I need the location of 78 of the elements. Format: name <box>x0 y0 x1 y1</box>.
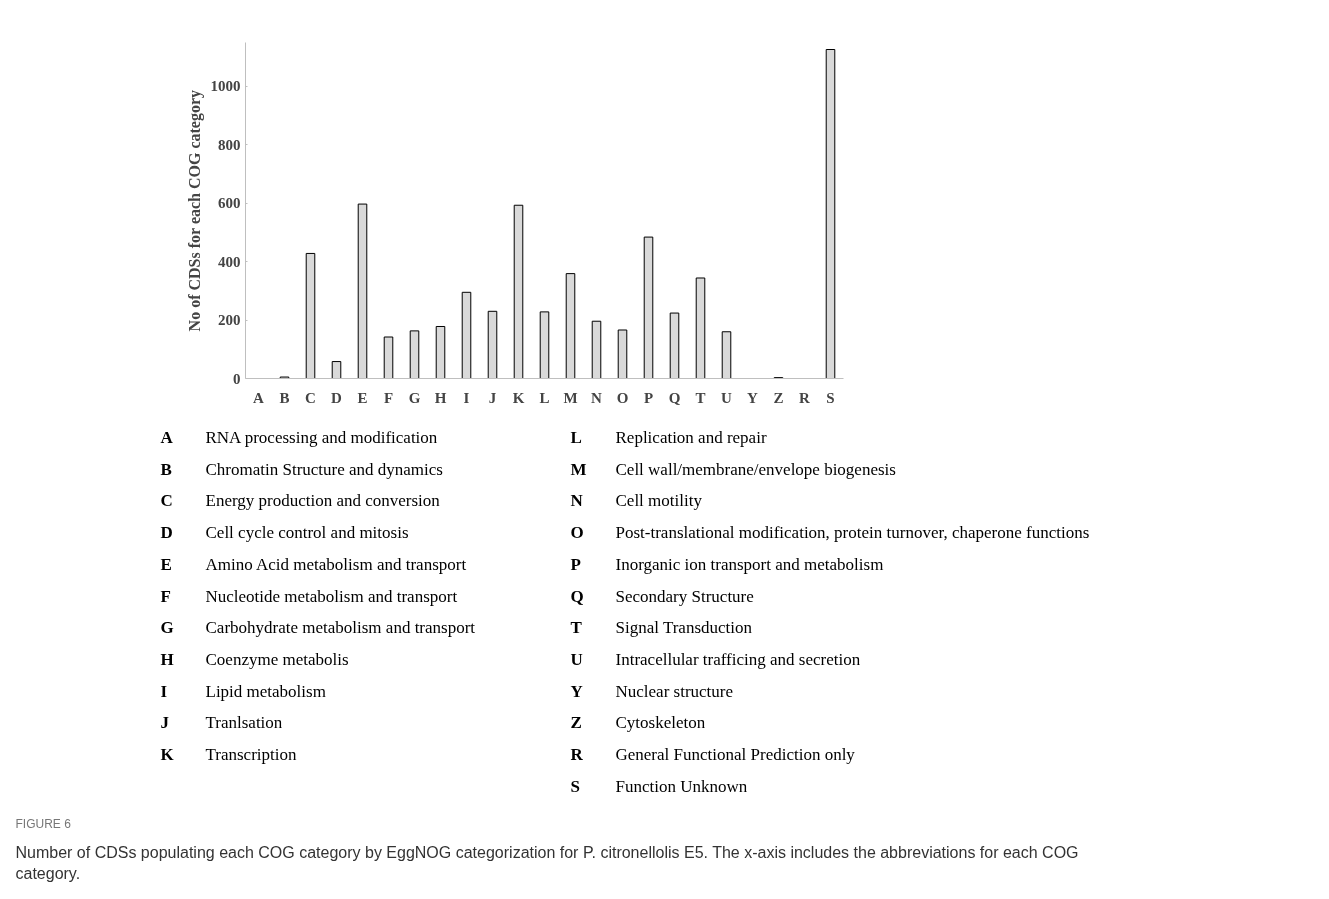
text: B <box>160 459 172 479</box>
text: Function Unknown <box>615 776 748 796</box>
x-tick-label: R <box>799 389 811 406</box>
text: Z <box>570 713 582 733</box>
text: K <box>160 745 175 764</box>
text: Amino Acid metabolism and transport <box>205 554 467 574</box>
text: Cell wall/membrane/envelope biogenesis <box>615 459 896 479</box>
text: RNA processing and modification <box>205 428 438 447</box>
x-tick-label: O <box>616 389 629 406</box>
text: J <box>160 713 170 733</box>
x-tick-label: C <box>305 389 316 406</box>
text: Y <box>570 681 583 701</box>
y-tick-label: 200 <box>218 312 241 329</box>
text: Tranlsation <box>205 713 283 733</box>
text: Q <box>570 586 584 606</box>
text: Transcription <box>205 745 297 764</box>
x-tick-label: T <box>695 389 706 406</box>
y-axis-title: No of CDSs for each COG category <box>185 89 204 332</box>
text: Energy production and conversion <box>205 491 441 511</box>
x-tick-label: M <box>563 389 578 406</box>
x-tick-label: Y <box>747 389 759 406</box>
text: N <box>570 491 584 511</box>
x-tick-label: S <box>826 389 835 406</box>
text: C <box>160 491 173 511</box>
x-tick-label: U <box>721 389 733 406</box>
text: Number of CDSs populating each COG category by EggNOG categorization for P. citronellolis E5. The x-axis includes the abbreviations for each COG category. <box>15 844 1079 882</box>
x-tick-label: K <box>512 389 525 406</box>
text: S <box>570 776 580 796</box>
y-tick-label: 0 <box>233 370 241 387</box>
text: A <box>160 428 174 447</box>
text: General Functional Prediction only <box>615 745 856 764</box>
text: Lipid metabolism <box>205 681 326 701</box>
text: Coenzyme metabolis <box>205 649 349 669</box>
y-tick-label: 1000 <box>210 78 241 95</box>
text: I <box>160 681 168 701</box>
text: Replication and repair <box>615 428 767 447</box>
x-tick-label: D <box>331 389 343 406</box>
x-tick-label: G <box>408 389 421 406</box>
x-tick-label: Q <box>668 389 681 406</box>
text: Cell cycle control and mitosis <box>205 523 409 543</box>
text: P <box>570 554 581 574</box>
text: Intracellular trafficing and secretion <box>615 649 861 669</box>
x-tick-label: J <box>488 389 497 406</box>
text: E <box>160 554 172 574</box>
text: Chromatin Structure and dynamics <box>205 459 443 479</box>
text: D <box>160 523 173 543</box>
text: Carbohydrate metabolism and transport <box>205 618 476 638</box>
x-tick-label: F <box>383 389 394 406</box>
text: Nucleotide metabolism and transport <box>205 586 458 606</box>
y-tick-label: 600 <box>218 195 241 212</box>
text: G <box>160 618 174 638</box>
x-tick-label: A <box>253 389 265 406</box>
text: F <box>160 586 171 606</box>
x-tick-label: P <box>643 389 654 406</box>
x-tick-label: I <box>463 389 470 406</box>
text: Cytoskeleton <box>615 713 706 733</box>
y-tick-label: 800 <box>218 136 241 153</box>
x-tick-label: E <box>357 389 368 406</box>
text: U <box>570 649 583 669</box>
x-tick-label: Z <box>773 389 784 406</box>
text: Nuclear structure <box>615 681 734 701</box>
text: Cell motility <box>615 491 703 511</box>
text: Signal Transduction <box>615 618 753 638</box>
y-tick-label: 400 <box>218 253 241 270</box>
text: T <box>570 618 583 638</box>
text: M <box>570 459 587 479</box>
text: Inorganic ion transport and metabolism <box>615 554 884 574</box>
text: Secondary Structure <box>615 586 754 606</box>
text: H <box>160 649 174 669</box>
x-tick-label: B <box>279 389 290 406</box>
text: O <box>570 523 584 543</box>
text: L <box>570 428 582 447</box>
x-tick-label: L <box>539 389 550 406</box>
text: FIGURE 6 <box>15 816 72 831</box>
text: Post-translational modification, protein turnover, chaperone functions <box>615 523 1090 543</box>
text: R <box>570 745 584 764</box>
x-tick-label: N <box>591 389 603 406</box>
x-tick-label: H <box>434 389 447 406</box>
